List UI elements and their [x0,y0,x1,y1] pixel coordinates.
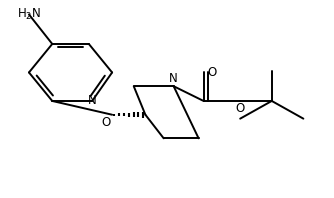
Text: O: O [101,116,111,129]
Text: N: N [169,72,178,85]
Text: N: N [88,94,97,108]
Text: O: O [235,102,245,115]
Text: O: O [207,66,216,79]
Text: H$_2$N: H$_2$N [17,7,41,22]
